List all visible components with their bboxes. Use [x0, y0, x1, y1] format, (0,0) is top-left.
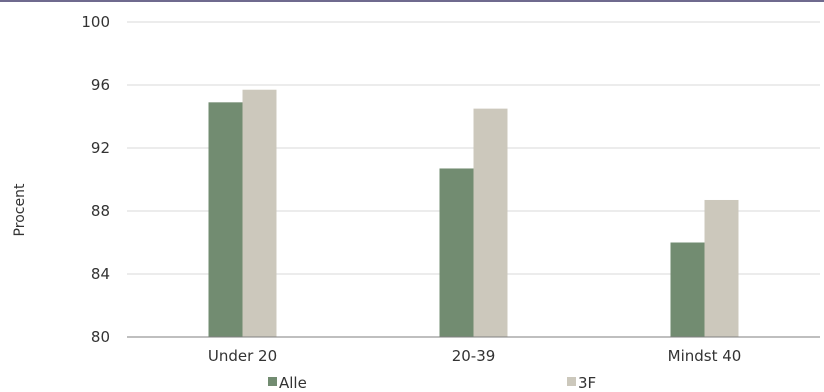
bars	[208, 89, 739, 337]
y-tick-label: 92	[91, 139, 110, 157]
bar-alle-0	[208, 102, 243, 337]
bar-3f-0	[242, 89, 277, 337]
x-tick-label: Mindst 40	[668, 347, 742, 365]
x-axis-ticks: Under 20 20-39 Mindst 40	[208, 347, 741, 365]
legend-label-3f: 3F	[578, 374, 596, 392]
legend-swatch-3f	[567, 377, 576, 386]
bar-alle-2	[670, 242, 705, 337]
bar-alle-1	[439, 168, 474, 337]
x-tick-label: Under 20	[208, 347, 277, 365]
y-tick-label: 96	[91, 76, 110, 94]
y-axis-ticks: 80 84 88 92 96 100	[81, 13, 110, 346]
bar-3f-1	[473, 108, 508, 337]
y-tick-label: 84	[91, 265, 110, 283]
top-rule	[0, 0, 824, 2]
y-tick-label: 100	[81, 13, 110, 31]
y-tick-label: 80	[91, 328, 110, 346]
x-tick-label: 20-39	[452, 347, 496, 365]
bar-3f-2	[704, 199, 739, 337]
legend: Alle 3F	[268, 374, 596, 392]
y-tick-label: 88	[91, 202, 110, 220]
y-axis-title: Procent	[12, 183, 28, 236]
legend-label-alle: Alle	[279, 374, 307, 392]
legend-swatch-alle	[268, 377, 277, 386]
